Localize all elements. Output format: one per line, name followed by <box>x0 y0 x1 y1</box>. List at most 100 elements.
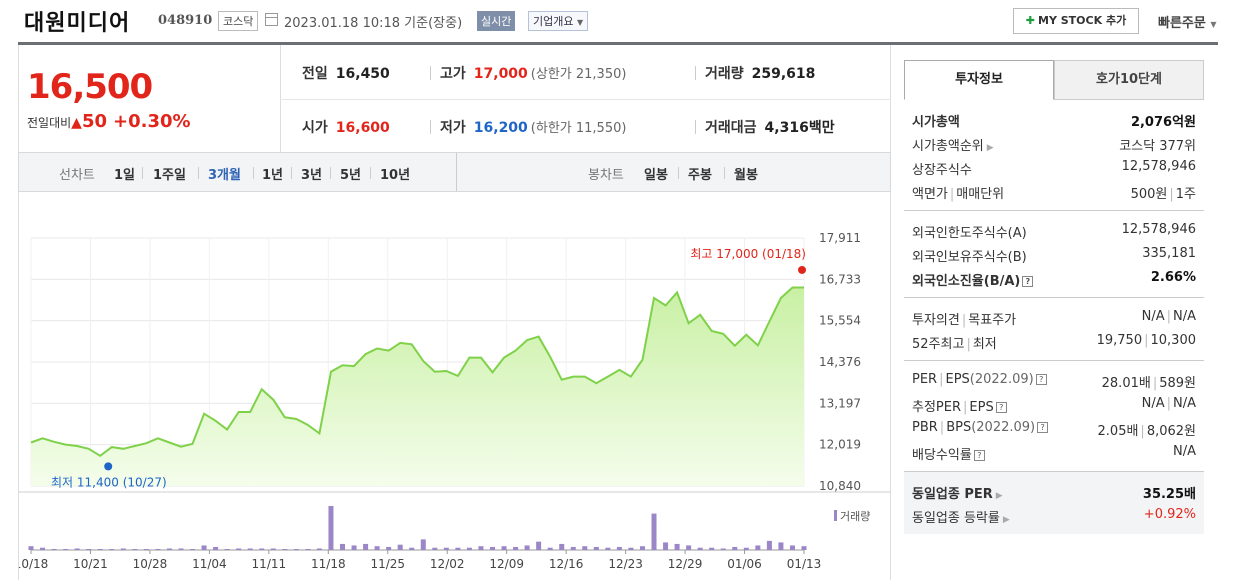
info-row: 외국인한도주식수(A) 12,578,946 <box>910 219 1198 243</box>
foreign-holding-value: 335,181 <box>1142 246 1196 261</box>
volume-bar <box>628 547 634 550</box>
prev-close: 전일 16,450 <box>302 63 390 83</box>
volume-bar <box>651 513 657 550</box>
par-value-label: 액면가 | 매매단위 <box>912 187 1005 202</box>
price-change-label: 전일대비 <box>27 116 72 130</box>
up-triangle-icon: ▲ <box>71 115 82 131</box>
day-high-label: 고가 <box>440 66 466 82</box>
info-row[interactable]: 시가총액순위 ▶ 코스닥 377위 <box>910 132 1198 156</box>
divider <box>724 167 725 179</box>
x-tick-label: 11/04 <box>192 557 227 571</box>
volume-bar <box>789 545 795 550</box>
foreign-holding-label: 외국인보유주식수(B) <box>912 250 1027 265</box>
divider <box>430 66 431 80</box>
tab-monthly[interactable]: 월봉 <box>734 168 758 183</box>
tab-3y[interactable]: 3년 <box>301 168 323 183</box>
info-row[interactable]: 동일업종 PER ▶ 35.25배 <box>910 480 1198 504</box>
quick-order-menu[interactable]: 빠른주문 ▼ <box>1158 12 1217 31</box>
info-tabs: 투자정보 호가10단계 <box>904 60 1204 100</box>
x-tick-label: 10/18 <box>19 557 48 571</box>
volume-bar <box>236 548 242 550</box>
pbr-num: 2.05배 <box>1097 424 1139 439</box>
volume-bar <box>605 547 611 550</box>
x-tick-label: 01/06 <box>727 557 762 571</box>
open-price: 시가 16,600 <box>302 117 390 137</box>
volume-bar <box>501 546 507 550</box>
timestamp: 2023.01.18 10:18 기준(장중) <box>284 16 463 31</box>
tab-daily[interactable]: 일봉 <box>644 168 668 183</box>
current-price: 16,500 <box>27 67 153 107</box>
volume-bar <box>374 546 380 550</box>
help-icon[interactable]: ? <box>1037 422 1049 433</box>
volume-bar <box>270 548 276 550</box>
y-tick-label: 14,376 <box>819 355 861 369</box>
valuation-group: PER | EPS(2022.09)? 28.01배 | 589원 추정PER | EPS? N… <box>904 361 1204 472</box>
volume-bar <box>86 549 92 550</box>
divider <box>330 167 331 179</box>
price-change-value: 50 <box>81 111 108 132</box>
volume-bar <box>547 547 553 550</box>
est-per-text: 추정PER <box>912 400 962 415</box>
chevron-right-icon: ▶ <box>1002 515 1010 525</box>
price-summary: 16,500 전일대비▲50 +0.30% 전일 16,450 고가 17,000 (상… <box>18 45 891 152</box>
tab-10y[interactable]: 10년 <box>380 168 411 183</box>
est-per-value: N/A | N/A <box>1141 396 1196 411</box>
divider <box>456 153 457 191</box>
tab-1d[interactable]: 1일 <box>114 168 136 183</box>
bps-period: (2022.09) <box>971 420 1036 435</box>
tab-investment-info[interactable]: 투자정보 <box>904 60 1054 100</box>
volume-bar <box>120 548 126 550</box>
volume-bar <box>616 546 622 550</box>
info-row: 외국인소진율(B/A)? 2.66% <box>910 267 1198 291</box>
info-row[interactable]: 동일업종 등락률 ▶ +0.92% <box>910 504 1198 528</box>
company-info-dropdown[interactable]: 기업개요 ▼ <box>528 11 589 31</box>
live-badge[interactable]: 실시간 <box>477 11 516 31</box>
help-icon[interactable]: ? <box>995 402 1007 413</box>
volume-bar <box>224 549 230 550</box>
tab-order-book-10[interactable]: 호가10단계 <box>1054 60 1204 100</box>
prev-close-label: 전일 <box>302 66 328 82</box>
foreign-limit-label: 외국인한도주식수(A) <box>912 226 1027 241</box>
x-tick-label: 01/13 <box>787 557 822 571</box>
volume: 거래량 259,618 <box>705 63 815 83</box>
investment-info-panel: 투자정보 호가10단계 시가총액 2,076억원 시가총액순위 ▶ 코스닥 377위 … <box>904 60 1204 550</box>
volume-bar <box>639 546 645 550</box>
est-per-num: N/A <box>1141 396 1165 411</box>
tab-3m[interactable]: 3개월 <box>208 168 241 183</box>
tab-weekly[interactable]: 주봉 <box>688 168 712 183</box>
line-chart-label: 선차트 <box>59 168 95 183</box>
per-num: 28.01배 <box>1101 376 1151 391</box>
info-row: 액면가 | 매매단위 500원 | 1주 <box>910 180 1198 204</box>
divider <box>280 45 281 152</box>
x-tick-label: 11/11 <box>252 557 287 571</box>
help-icon[interactable]: ? <box>1035 374 1047 385</box>
volume-bar <box>582 546 588 550</box>
52w-value: 19,750 | 10,300 <box>1096 333 1196 348</box>
mystock-add-button[interactable]: ✚ MY STOCK 추가 <box>1013 8 1139 34</box>
industry-change-value: +0.92% <box>1143 507 1196 522</box>
volume-bar <box>293 549 299 550</box>
tab-1w[interactable]: 1주일 <box>153 168 186 183</box>
help-icon[interactable]: ? <box>1022 276 1034 287</box>
volume-bar <box>455 547 461 550</box>
trading-unit-text: 매매단위 <box>956 187 1005 202</box>
volume-bar <box>305 549 311 550</box>
dividend-text: 배당수익률 <box>912 448 972 463</box>
day-low-label: 저가 <box>440 120 466 136</box>
info-body: 시가총액 2,076억원 시가총액순위 ▶ 코스닥 377위 상장주식수 12,578,… <box>904 100 1204 534</box>
divider <box>695 66 696 80</box>
volume-bar <box>109 549 115 550</box>
info-row: 52주최고 | 최저 19,750 | 10,300 <box>910 330 1198 354</box>
divider <box>370 167 371 179</box>
industry-group: 동일업종 PER ▶ 35.25배 동일업종 등락률 ▶ +0.92% <box>904 472 1204 534</box>
volume-bar <box>801 546 807 550</box>
tab-5y[interactable]: 5년 <box>340 168 362 183</box>
volume-bar <box>201 545 207 550</box>
company-info-label: 기업개요 <box>533 15 574 28</box>
help-icon[interactable]: ? <box>973 450 985 461</box>
volume-bar <box>570 546 576 550</box>
industry-per-text: 동일업종 PER <box>912 487 993 502</box>
chevron-down-icon: ▼ <box>576 18 584 27</box>
opinion-group: 투자의견 | 목표주가 N/A | N/A 52주최고 | 최저 19,750 | 10,300 <box>904 298 1204 361</box>
tab-1y[interactable]: 1년 <box>262 168 284 183</box>
